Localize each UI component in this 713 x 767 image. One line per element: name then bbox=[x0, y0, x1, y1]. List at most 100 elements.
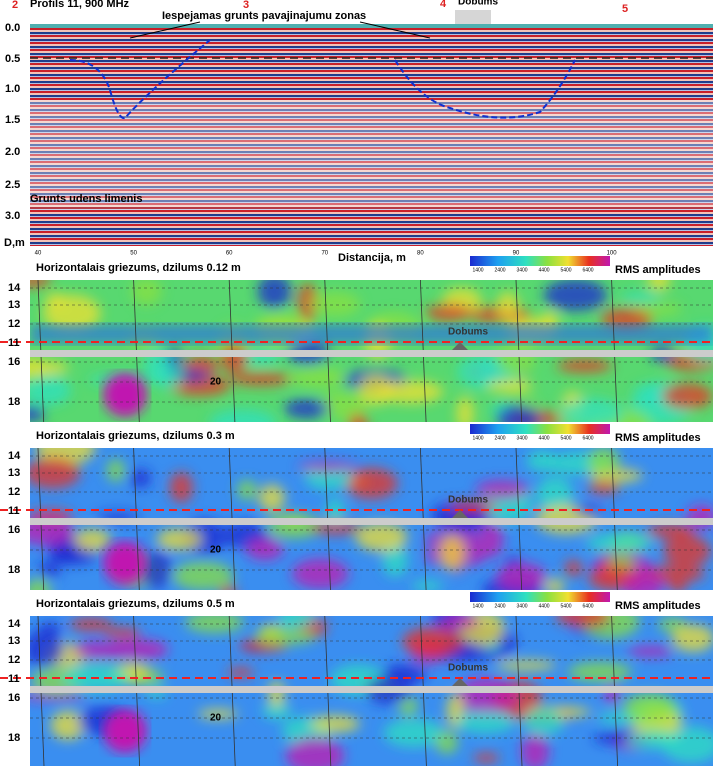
row-label: 12 bbox=[8, 318, 20, 330]
anomaly bbox=[382, 544, 408, 577]
anomaly bbox=[50, 710, 86, 741]
slice-map bbox=[30, 616, 713, 766]
slice-title: Horizontalais griezums, dzilums 0.5 m bbox=[36, 598, 235, 610]
anomaly bbox=[544, 578, 565, 590]
anomaly bbox=[575, 505, 603, 517]
anomaly bbox=[568, 661, 632, 683]
row-label: 18 bbox=[8, 396, 20, 408]
anomaly bbox=[435, 731, 459, 755]
marker: 3 bbox=[243, 0, 249, 11]
anomaly bbox=[495, 405, 541, 422]
row-label: 16 bbox=[8, 692, 20, 704]
distance-tick: 80 bbox=[417, 251, 424, 257]
anomaly bbox=[536, 476, 574, 512]
anomaly bbox=[402, 626, 464, 657]
anomaly bbox=[671, 624, 713, 653]
anomaly bbox=[646, 523, 696, 539]
path-strip bbox=[30, 686, 713, 693]
legend-label: RMS amplitudes bbox=[615, 600, 701, 612]
legend-tick: 5400 bbox=[560, 603, 571, 609]
strong-anomaly bbox=[103, 541, 147, 585]
legend-tick: 4400 bbox=[538, 603, 549, 609]
anomaly bbox=[543, 280, 608, 312]
zone-outline bbox=[69, 39, 211, 120]
anomaly bbox=[475, 479, 529, 499]
anomaly bbox=[169, 471, 193, 504]
cavity-label: Dobums bbox=[448, 327, 488, 338]
anomaly bbox=[495, 660, 557, 671]
center-label: 20 bbox=[210, 545, 222, 556]
anomaly bbox=[358, 374, 394, 406]
anomaly bbox=[220, 585, 237, 590]
anomaly bbox=[355, 522, 408, 552]
row-label: 12 bbox=[8, 654, 20, 666]
anomaly bbox=[291, 558, 349, 589]
anomaly bbox=[106, 458, 126, 483]
anomaly bbox=[139, 550, 173, 589]
legend-tick: 2400 bbox=[494, 267, 505, 273]
anomaly bbox=[383, 718, 445, 748]
slice-title: Horizontalais griezums, dzilums 0.12 m bbox=[36, 262, 241, 274]
distance-tick: 70 bbox=[321, 251, 328, 257]
anomaly bbox=[72, 641, 122, 659]
anomaly bbox=[42, 294, 101, 333]
anomaly bbox=[73, 528, 111, 552]
pointer bbox=[359, 21, 431, 39]
row-label: 16 bbox=[8, 356, 20, 368]
anomaly bbox=[30, 375, 71, 406]
cavity-mark bbox=[452, 510, 468, 518]
anomaly bbox=[156, 528, 202, 551]
strong-anomaly bbox=[103, 373, 147, 417]
legend-bar bbox=[470, 256, 610, 266]
path-strip bbox=[30, 518, 713, 525]
row-label: 18 bbox=[8, 564, 20, 576]
cavity-label: Dobums bbox=[448, 663, 488, 674]
anomaly bbox=[220, 343, 248, 374]
legend-label: RMS amplitudes bbox=[615, 432, 701, 444]
anomaly bbox=[297, 283, 318, 322]
strong-anomaly bbox=[103, 709, 147, 753]
marker: 2 bbox=[12, 0, 18, 11]
anomaly bbox=[284, 398, 330, 419]
row-label: 11 bbox=[8, 505, 20, 517]
distance-tick: 60 bbox=[226, 251, 233, 257]
anomaly bbox=[472, 753, 500, 764]
radargram bbox=[30, 28, 713, 246]
anomaly bbox=[663, 534, 711, 568]
legend-tick: 4400 bbox=[538, 435, 549, 441]
depth-tick: 1.5 bbox=[5, 114, 20, 126]
anomaly bbox=[588, 481, 620, 495]
row-label: 13 bbox=[8, 635, 20, 647]
legend-tick: 5400 bbox=[560, 435, 571, 441]
anomaly bbox=[520, 733, 550, 766]
legend-label: RMS amplitudes bbox=[615, 264, 701, 276]
depth-tick: 1.0 bbox=[5, 83, 20, 95]
anomaly bbox=[411, 580, 444, 590]
depth-tick: 0.5 bbox=[5, 53, 20, 65]
anomaly bbox=[30, 360, 70, 376]
anomaly bbox=[496, 291, 520, 320]
anomaly bbox=[378, 380, 444, 404]
zone-outline bbox=[394, 59, 576, 119]
anomaly bbox=[310, 715, 360, 733]
anomaly bbox=[172, 561, 234, 590]
legend-tick: 1400 bbox=[472, 267, 483, 273]
anomaly bbox=[662, 383, 713, 410]
anomaly bbox=[227, 667, 254, 678]
anomaly bbox=[103, 627, 142, 639]
slice-blobs bbox=[30, 616, 713, 766]
distance-tick: 40 bbox=[35, 251, 42, 257]
distance-tick: 100 bbox=[607, 251, 618, 257]
anomaly bbox=[560, 398, 624, 422]
depth-tick: 0.0 bbox=[5, 22, 20, 34]
cavity-mark bbox=[455, 6, 491, 24]
row-label: 18 bbox=[8, 732, 20, 744]
distance-axis-label: Distancija, m bbox=[338, 252, 406, 264]
marker: 4 bbox=[440, 0, 447, 10]
radargram-fade bbox=[30, 100, 713, 210]
anomaly bbox=[441, 616, 480, 630]
anomaly bbox=[585, 533, 653, 552]
annotation: Iespejamas grunts pavajinajumu zonas bbox=[162, 10, 366, 22]
